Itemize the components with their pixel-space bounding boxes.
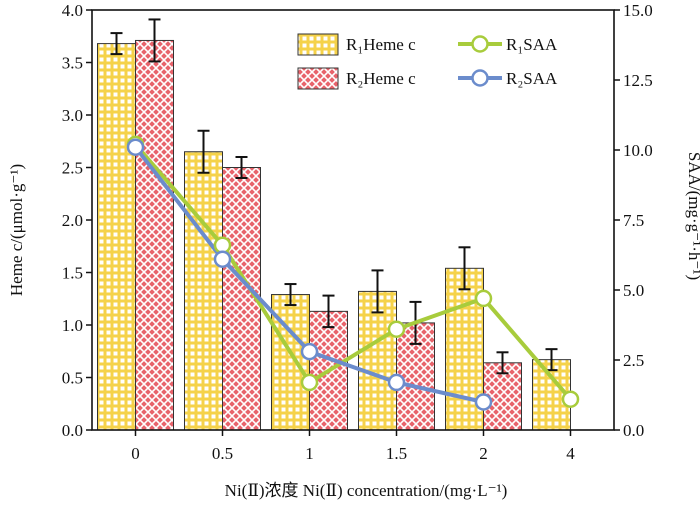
y-axis-label: Heme c/(μmol·g⁻¹) — [7, 164, 26, 296]
x-tick-label: 2 — [479, 444, 488, 463]
legend-marker — [471, 35, 489, 53]
legend-label: R₂Heme c — [346, 69, 416, 88]
y2-tick-label: 15.0 — [623, 1, 653, 20]
y-tick-label: 3.5 — [62, 54, 83, 73]
y2-tick-label: 7.5 — [623, 211, 644, 230]
y2-tick-label: 12.5 — [623, 71, 653, 90]
legend-swatch — [297, 67, 339, 90]
line-point — [213, 250, 232, 268]
bar — [135, 39, 174, 431]
line-point — [300, 373, 319, 392]
y-tick-label: 4.0 — [62, 1, 83, 20]
y-tick-label: 3.0 — [62, 106, 83, 125]
x-tick-label: 0.5 — [212, 444, 233, 463]
y2-tick-label: 0.0 — [623, 421, 644, 440]
legend-label: R₁SAA — [506, 35, 558, 54]
series-line — [133, 143, 573, 401]
y-tick-label: 0.5 — [62, 369, 83, 388]
line-point — [474, 289, 493, 308]
y2-tick-label: 2.5 — [623, 351, 644, 370]
legend: R₁Heme c R₂Heme c R₁SAA R₂SAA — [297, 33, 558, 90]
plot-area — [97, 18, 580, 431]
x-tick-label: 1.5 — [386, 444, 407, 463]
y2-tick-label: 10.0 — [623, 141, 653, 160]
y2-axis-label: SAA/(mg·g⁻¹·h⁻¹) — [685, 152, 700, 280]
line-point — [126, 138, 145, 156]
x-tick-label: 0 — [131, 444, 140, 463]
line-point — [387, 320, 406, 338]
y-tick-label: 0.0 — [62, 421, 83, 440]
legend-marker — [471, 69, 489, 87]
legend-label: R₁Heme c — [346, 35, 416, 54]
line-point — [387, 373, 406, 392]
y-tick-label: 2.0 — [62, 211, 83, 230]
legend-swatch — [297, 33, 339, 56]
line-point — [561, 390, 580, 408]
axes: 0.0 0.5 1.0 1.5 2.0 2.5 3.0 3.5 4.0 0.0 2.5 5.0 7.5 1… — [62, 1, 653, 463]
y-tick-label: 1.0 — [62, 316, 83, 335]
line-point — [300, 342, 319, 361]
bar — [97, 43, 136, 431]
y-tick-label: 1.5 — [62, 264, 83, 283]
bar — [184, 151, 223, 431]
line-point — [474, 393, 493, 411]
legend-label: R₂SAA — [506, 69, 558, 88]
y2-tick-label: 5.0 — [623, 281, 644, 300]
y-tick-label: 2.5 — [62, 159, 83, 178]
x-tick-label: 4 — [566, 444, 575, 463]
x-axis-label: Ni(Ⅱ)浓度 Ni(Ⅱ) concentration/(mg·L⁻¹) — [225, 481, 508, 500]
x-tick-label: 1 — [305, 444, 314, 463]
line-point — [213, 236, 232, 254]
